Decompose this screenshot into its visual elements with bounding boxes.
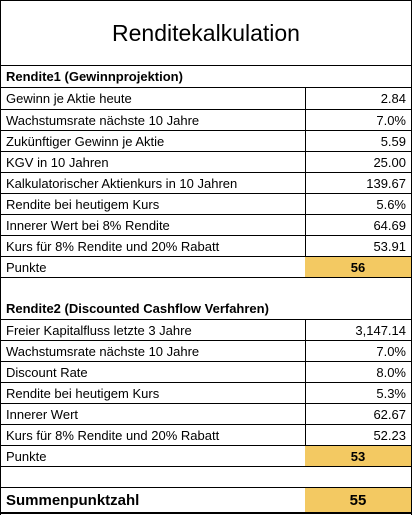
section1-row-value: 7.0%: [376, 112, 406, 128]
section1-row-value: 64.69: [373, 217, 406, 233]
grid-line: [0, 466, 412, 467]
section1-header: Rendite1 (Gewinnprojektion): [6, 69, 183, 84]
section1-row-label: Zukünftiger Gewinn je Aktie: [6, 133, 165, 149]
grid-line: [0, 151, 412, 152]
section2-row-label: Kurs für 8% Rendite und 20% Rabatt: [6, 427, 220, 443]
section2-row-value: 3,147.14: [355, 322, 406, 338]
section1-row-label: Wachstumsrate nächste 10 Jahre: [6, 112, 200, 128]
grid-line: [0, 319, 412, 320]
total-value: 55: [349, 491, 367, 509]
section1-points-highlight: [305, 257, 411, 277]
section2-points-label: Punkte: [6, 448, 47, 464]
section1-row-value: 139.67: [366, 175, 406, 191]
section1-row-value: 5.6%: [376, 196, 406, 212]
section2-points-value: 53: [350, 448, 366, 464]
section2-row-label: Innerer Wert: [6, 406, 79, 422]
section1-row-label: Rendite bei heutigem Kurs: [6, 196, 160, 212]
grid-line: [0, 382, 412, 383]
section1-row-label: Gewinn je Aktie heute: [6, 91, 132, 106]
section1-points-value: 56: [350, 259, 366, 275]
section1-row-value: 5.59: [380, 133, 406, 149]
grid-line: [0, 277, 412, 278]
section2-row-label: Freier Kapitalfluss letzte 3 Jahre: [6, 322, 192, 338]
total-highlight: [305, 488, 411, 512]
section1-points-label: Punkte: [6, 259, 47, 275]
grid-line: [0, 361, 412, 362]
sheet-title: Renditekalkulation: [112, 19, 300, 46]
grid-line: [0, 403, 412, 404]
section2-row-value: 8.0%: [376, 364, 406, 380]
grid-line: [0, 214, 412, 215]
section2-header: Rendite2 (Discounted Cashflow Verfahren): [6, 301, 269, 316]
grid-line: [411, 0, 412, 515]
grid-line: [0, 235, 412, 236]
column-separator: [305, 319, 306, 467]
grid-line: [0, 256, 412, 257]
section1-row-label: Kurs für 8% Rendite und 20% Rabatt: [6, 238, 220, 254]
column-separator: [305, 87, 306, 277]
grid-line: [0, 109, 412, 110]
grid-line: [0, 193, 412, 194]
grid-line: [0, 424, 412, 425]
section1-row-label: Kalkulatorischer Aktienkurs in 10 Jahren: [6, 175, 238, 191]
section2-row-label: Rendite bei heutigem Kurs: [6, 385, 160, 401]
grid-line: [0, 445, 412, 446]
grid-line: [0, 130, 412, 131]
section2-row-value: 7.0%: [376, 343, 406, 359]
section1-row-value: 25.00: [373, 154, 406, 170]
grid-line: [0, 0, 412, 1]
total-label: Summenpunktzahl: [6, 491, 140, 509]
section2-row-value: 62.67: [373, 406, 406, 422]
section2-row-label: Discount Rate: [6, 364, 88, 380]
section1-row-value: 2.84: [380, 91, 406, 106]
grid-line: [0, 65, 412, 66]
grid-line: [0, 172, 412, 173]
section1-row-label: KGV in 10 Jahren: [6, 154, 109, 170]
section2-row-value: 52.23: [373, 427, 406, 443]
grid-line: [0, 340, 412, 341]
section1-row-label: Innerer Wert bei 8% Rendite: [6, 217, 170, 233]
grid-line: [0, 487, 412, 488]
section1-row-value: 53.91: [373, 238, 406, 254]
section2-row-label: Wachstumsrate nächste 10 Jahre: [6, 343, 200, 359]
grid-line: [0, 512, 412, 514]
section2-row-value: 5.3%: [376, 385, 406, 401]
section2-points-highlight: [305, 446, 411, 466]
grid-line: [0, 87, 412, 88]
grid-line: [0, 0, 1, 515]
